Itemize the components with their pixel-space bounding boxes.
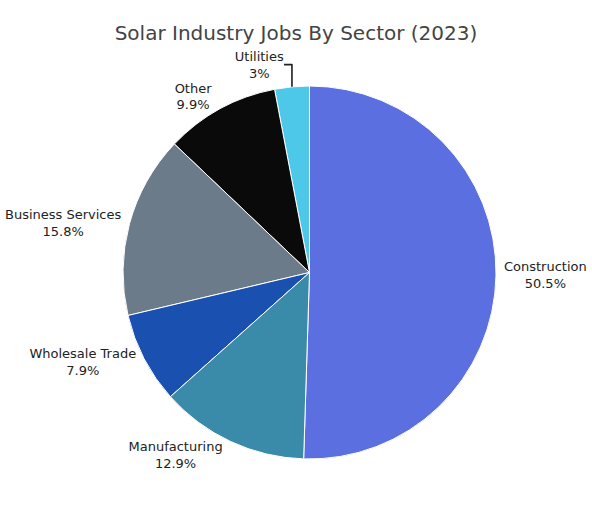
svg-text:Construction50.5%: Construction50.5% xyxy=(504,259,587,291)
svg-text:Manufacturing12.9%: Manufacturing12.9% xyxy=(129,439,223,471)
svg-text:Utilities3%: Utilities3% xyxy=(235,49,284,81)
svg-text:Other9.9%: Other9.9% xyxy=(175,81,213,113)
svg-text:Business Services15.8%: Business Services15.8% xyxy=(5,207,122,239)
svg-text:Wholesale Trade7.9%: Wholesale Trade7.9% xyxy=(29,346,136,378)
svg-text:Solar Industry Jobs By Sector: Solar Industry Jobs By Sector (2023) xyxy=(115,21,478,45)
